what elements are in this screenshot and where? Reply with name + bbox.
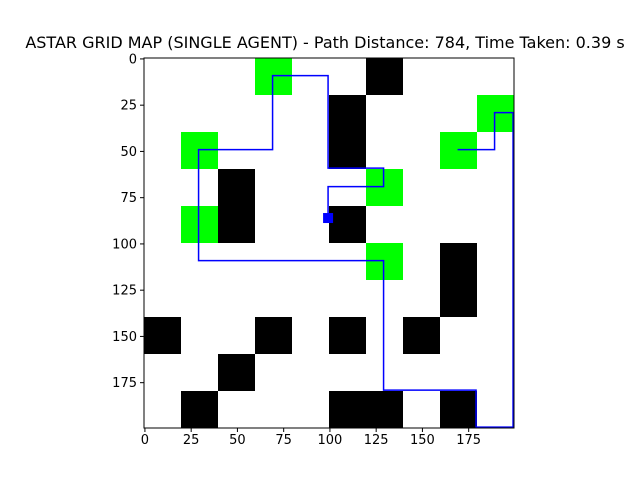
y-tick-label: 25 bbox=[120, 99, 137, 114]
obstacle-cell bbox=[218, 206, 255, 243]
goal-cell bbox=[477, 95, 514, 132]
y-tick-label: 100 bbox=[112, 237, 137, 252]
obstacle-cell bbox=[440, 391, 477, 428]
y-tick-label: 75 bbox=[120, 191, 137, 206]
obstacle-cell bbox=[329, 317, 366, 354]
axes-layer bbox=[143, 57, 515, 429]
agent-marker bbox=[323, 213, 334, 224]
path-layer bbox=[197, 74, 514, 428]
y-tick-label: 175 bbox=[112, 376, 137, 391]
x-ticks: 0 25 50 75 100 125 150 175 bbox=[141, 428, 481, 448]
y-tick-label: 0 bbox=[129, 52, 137, 67]
obstacle-cell bbox=[403, 317, 440, 354]
goal-cell bbox=[181, 206, 218, 243]
y-ticks: 0 25 50 75 100 125 150 175 bbox=[112, 52, 144, 391]
x-tick-label: 25 bbox=[183, 433, 200, 448]
obstacle-cell bbox=[144, 317, 181, 354]
obstacle-cell bbox=[440, 243, 477, 280]
obstacle-cell bbox=[218, 354, 255, 391]
obstacle-cell bbox=[329, 206, 366, 243]
x-tick-label: 0 bbox=[141, 433, 149, 448]
goal-cell bbox=[366, 169, 403, 206]
x-tick-label: 100 bbox=[318, 433, 343, 448]
goal-cell bbox=[366, 243, 403, 280]
obstacle-cell bbox=[329, 132, 366, 169]
goal-cell bbox=[255, 58, 292, 95]
x-tick-label: 125 bbox=[364, 433, 389, 448]
obstacle-cell bbox=[366, 58, 403, 95]
obstacle-cell bbox=[255, 317, 292, 354]
chart-title: ASTAR GRID MAP (SINGLE AGENT) - Path Dis… bbox=[25, 33, 625, 52]
x-tick-label: 175 bbox=[456, 433, 481, 448]
goal-cell bbox=[181, 132, 218, 169]
axes-frame bbox=[143, 57, 515, 429]
x-tick-label: 75 bbox=[275, 433, 292, 448]
obstacle-cell bbox=[329, 391, 366, 428]
grid-cells bbox=[144, 58, 514, 428]
y-tick-label: 50 bbox=[120, 145, 137, 160]
agent-path-line bbox=[197, 74, 514, 428]
x-tick-label: 150 bbox=[410, 433, 435, 448]
obstacle-cell bbox=[440, 280, 477, 317]
obstacle-cell bbox=[218, 169, 255, 206]
obstacle-cell bbox=[181, 391, 218, 428]
goal-cell bbox=[440, 132, 477, 169]
obstacle-cell bbox=[366, 391, 403, 428]
obstacle-cell bbox=[329, 95, 366, 132]
x-tick-label: 50 bbox=[229, 433, 246, 448]
y-tick-label: 150 bbox=[112, 330, 137, 345]
y-tick-label: 125 bbox=[112, 284, 137, 299]
